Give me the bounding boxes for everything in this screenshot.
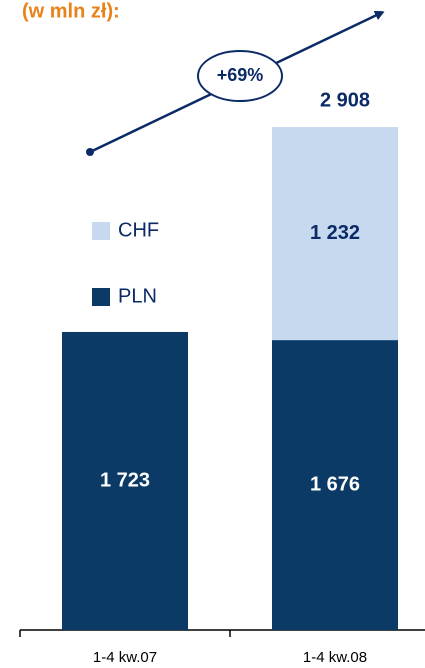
legend-label: CHF [118, 219, 159, 241]
legend-swatch [92, 222, 110, 240]
data-label: 1 723 [100, 469, 150, 491]
bar-segment [272, 127, 398, 341]
total-label: 2 908 [320, 89, 370, 111]
growth-bubble [197, 50, 283, 102]
chart-title: (w mln zł): [22, 0, 120, 22]
bar-segment [272, 340, 398, 630]
arrow-start [86, 148, 94, 156]
x-tick-label: 1-4 kw.08 [303, 649, 367, 666]
bar-segment [62, 331, 188, 630]
growth-label: +69% [217, 65, 264, 85]
legend-swatch [92, 288, 110, 306]
data-label: 1 676 [310, 473, 360, 495]
legend-label: PLN [118, 285, 157, 307]
data-label: 1 232 [310, 222, 360, 244]
x-tick-label: 1-4 kw.07 [93, 649, 157, 666]
